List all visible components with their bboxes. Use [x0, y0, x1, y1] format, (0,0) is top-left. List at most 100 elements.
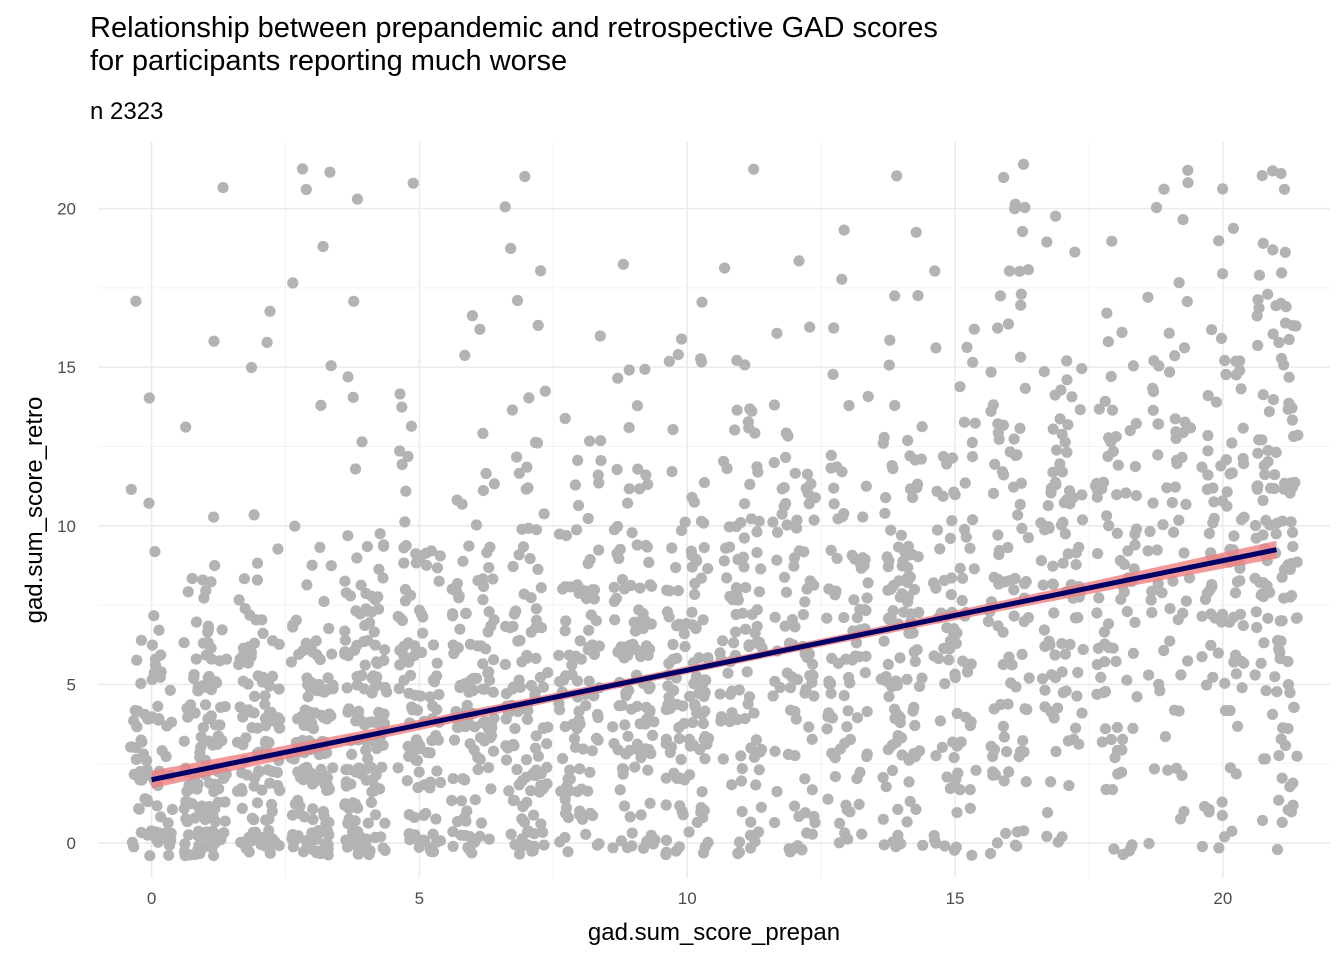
- data-point: [750, 734, 763, 746]
- data-point: [739, 498, 751, 510]
- data-point: [622, 497, 634, 509]
- data-point: [512, 635, 524, 647]
- data-point: [793, 545, 806, 557]
- data-point: [616, 573, 629, 586]
- data-point: [687, 717, 699, 729]
- grid: [98, 142, 1330, 878]
- data-point: [828, 482, 840, 494]
- data-point: [1286, 414, 1298, 426]
- data-point: [894, 717, 906, 729]
- data-point: [1288, 701, 1300, 713]
- data-point: [541, 778, 553, 790]
- data-point: [807, 658, 819, 671]
- data-point: [780, 451, 792, 463]
- data-point: [1253, 269, 1265, 281]
- data-point: [859, 667, 871, 679]
- data-point: [825, 449, 837, 461]
- data-point: [771, 526, 784, 538]
- data-point: [930, 582, 942, 594]
- data-point: [209, 719, 221, 731]
- data-point: [904, 795, 916, 808]
- data-point: [851, 773, 863, 785]
- data-point: [749, 627, 761, 639]
- data-point: [1051, 444, 1063, 456]
- chart-title: Relationship between prepandemic and ret…: [90, 12, 938, 77]
- data-point: [887, 605, 899, 617]
- data-point: [838, 224, 850, 236]
- data-point: [702, 563, 714, 575]
- data-point: [1091, 491, 1103, 503]
- data-point: [267, 635, 279, 647]
- data-point: [671, 619, 683, 632]
- data-point: [805, 478, 817, 490]
- data-point: [525, 592, 537, 604]
- data-point: [1256, 170, 1268, 182]
- data-point: [233, 659, 245, 671]
- data-point: [217, 182, 229, 194]
- data-point: [1014, 265, 1026, 277]
- data-point: [197, 722, 209, 734]
- data-point: [836, 273, 848, 285]
- data-point: [1234, 608, 1247, 620]
- data-point: [1271, 843, 1284, 856]
- data-point: [951, 707, 963, 720]
- data-point: [1276, 267, 1288, 279]
- data-point: [1275, 168, 1287, 180]
- data-point: [821, 723, 833, 735]
- data-point: [642, 764, 654, 776]
- data-point: [612, 372, 624, 384]
- data-point: [966, 436, 978, 449]
- data-point: [631, 616, 643, 628]
- data-point: [347, 391, 359, 403]
- y-tick-label: 10: [57, 517, 76, 536]
- data-point: [586, 745, 598, 757]
- data-point: [1273, 750, 1285, 762]
- data-point: [907, 705, 919, 717]
- data-point: [135, 677, 147, 690]
- data-point: [833, 837, 845, 849]
- data-point: [571, 524, 583, 536]
- data-point: [310, 635, 322, 647]
- data-point: [929, 834, 941, 846]
- data-point: [500, 740, 512, 752]
- data-point: [315, 847, 327, 860]
- data-point: [724, 715, 736, 728]
- data-point: [1020, 776, 1032, 788]
- data-point: [967, 356, 979, 368]
- data-point: [236, 802, 248, 815]
- data-point: [216, 624, 228, 636]
- data-point: [1018, 825, 1030, 837]
- data-point: [245, 361, 258, 374]
- data-point: [1095, 671, 1107, 684]
- data-point: [1129, 539, 1141, 551]
- data-point: [950, 841, 962, 853]
- data-point: [731, 404, 743, 416]
- data-point: [264, 305, 276, 317]
- data-point: [1292, 429, 1304, 441]
- data-point: [448, 734, 461, 746]
- data-point: [415, 690, 427, 702]
- data-point: [982, 615, 995, 628]
- data-point: [848, 594, 860, 606]
- data-point: [949, 775, 961, 787]
- data-point: [456, 498, 468, 510]
- data-point: [508, 740, 520, 752]
- data-point: [667, 638, 679, 651]
- data-point: [670, 845, 682, 857]
- data-point: [1073, 738, 1085, 750]
- data-point: [1252, 339, 1264, 352]
- data-point: [212, 730, 224, 742]
- data-point: [1173, 705, 1185, 717]
- data-point: [1045, 776, 1057, 788]
- data-point: [562, 846, 574, 858]
- data-point: [909, 719, 921, 732]
- data-point: [960, 711, 972, 723]
- data-point: [829, 752, 841, 764]
- data-point: [861, 750, 873, 763]
- data-point: [1249, 572, 1261, 584]
- data-point: [961, 341, 973, 353]
- data-point: [938, 642, 950, 655]
- data-point: [477, 683, 489, 695]
- data-point: [995, 698, 1007, 711]
- data-point: [1061, 446, 1073, 458]
